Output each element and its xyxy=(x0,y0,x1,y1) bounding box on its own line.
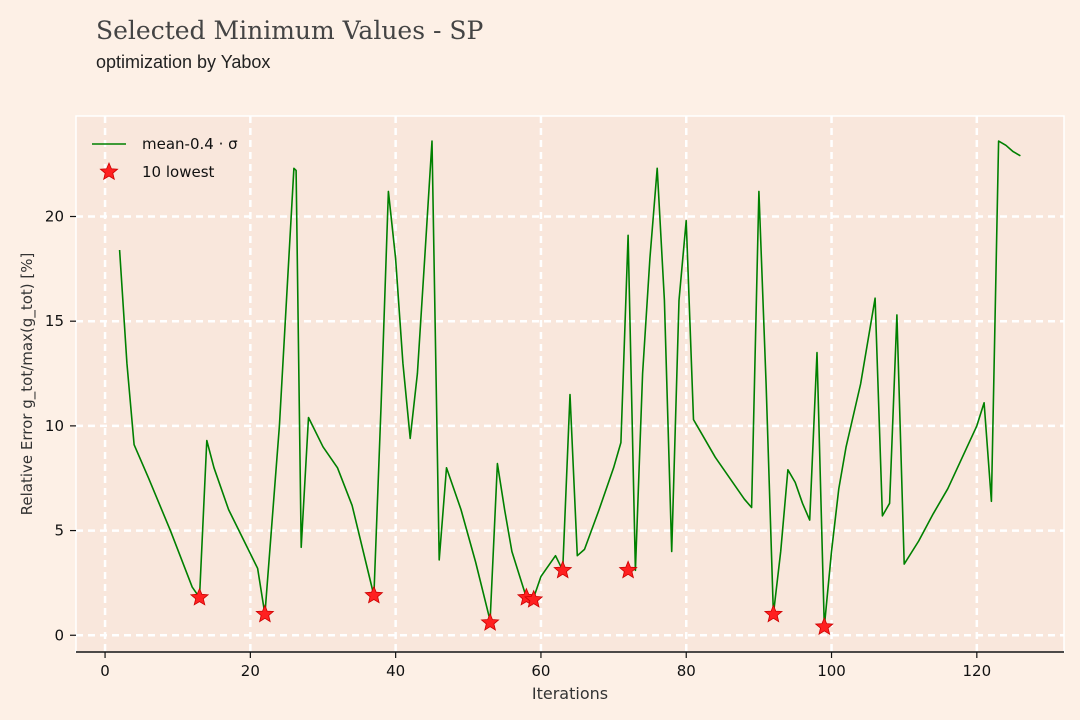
x-tick-label: 80 xyxy=(677,662,696,680)
y-tick-label: 15 xyxy=(45,312,64,330)
chart-subtitle: optimization by Yabox xyxy=(96,52,271,72)
lowest-point-star xyxy=(763,604,784,623)
lowest-point-star xyxy=(255,604,275,623)
legend-label: mean-0.4 · σ xyxy=(142,135,238,153)
y-tick-label: 5 xyxy=(54,522,64,540)
legend-label: 10 lowest xyxy=(142,163,215,181)
lowest-point-star xyxy=(524,589,544,608)
lowest-point-star xyxy=(553,560,573,579)
plot-area xyxy=(75,115,1065,653)
y-tick-label: 10 xyxy=(45,417,64,435)
x-axis-label: Iterations xyxy=(532,684,608,703)
x-tick-label: 100 xyxy=(817,662,846,680)
y-axis-label: Relative Error g_tot/max(g_tot) [%] xyxy=(18,253,37,516)
lowest-point-star xyxy=(480,612,500,631)
x-tick-label: 20 xyxy=(241,662,260,680)
lowest-point-star xyxy=(618,560,638,579)
x-tick-label: 40 xyxy=(386,662,405,680)
series-line xyxy=(118,140,1021,628)
chart-title: Selected Minimum Values - SP xyxy=(96,16,484,45)
y-tick-label: 20 xyxy=(45,208,64,226)
x-tick-label: 120 xyxy=(963,662,992,680)
x-tick-label: 0 xyxy=(100,662,110,680)
lowest-point-star xyxy=(814,616,834,636)
lowest-point-star xyxy=(189,587,210,606)
y-tick-label: 0 xyxy=(54,626,64,644)
x-tick-label: 60 xyxy=(531,662,550,680)
legend-star-swatch xyxy=(99,161,119,181)
lowest-point-star xyxy=(364,585,384,604)
